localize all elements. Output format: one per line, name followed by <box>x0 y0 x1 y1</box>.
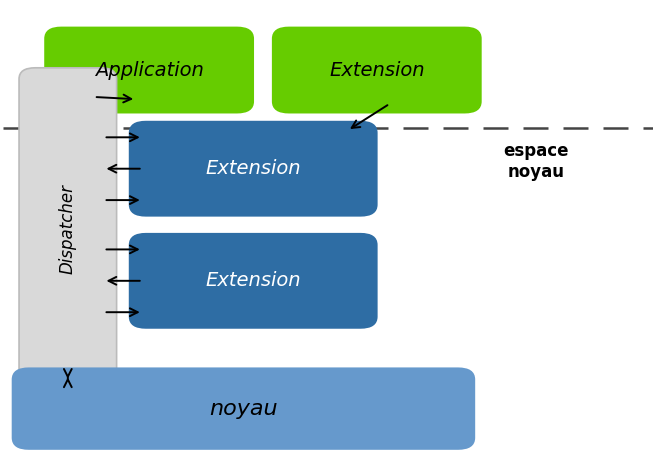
FancyBboxPatch shape <box>273 27 481 113</box>
Text: Extension: Extension <box>329 60 424 79</box>
Text: Dispatcher: Dispatcher <box>59 184 77 274</box>
Text: espace
noyau: espace noyau <box>503 142 569 181</box>
FancyBboxPatch shape <box>130 234 377 328</box>
FancyBboxPatch shape <box>45 27 253 113</box>
FancyBboxPatch shape <box>19 68 117 391</box>
FancyBboxPatch shape <box>12 368 474 449</box>
Text: noyau: noyau <box>209 399 277 419</box>
Text: Extension: Extension <box>205 159 301 178</box>
Text: Application: Application <box>94 60 203 79</box>
FancyBboxPatch shape <box>130 122 377 216</box>
Text: Extension: Extension <box>205 271 301 290</box>
